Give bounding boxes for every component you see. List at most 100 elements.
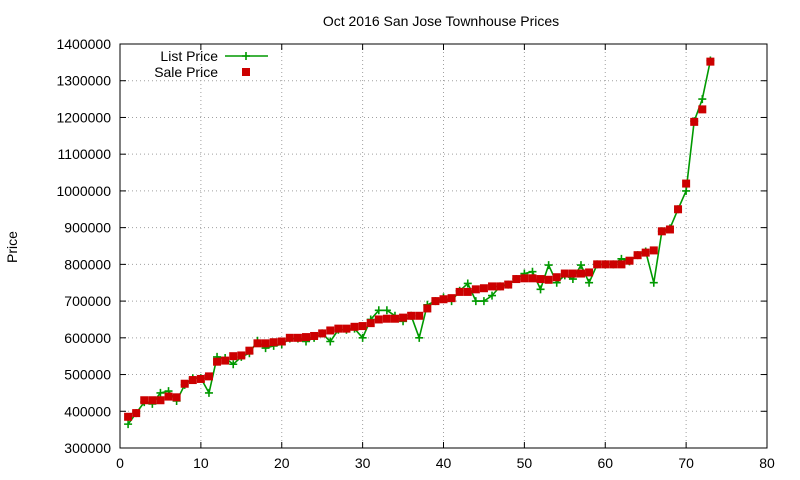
legend-marker-sale-price — [242, 68, 250, 76]
sale-price-point — [690, 117, 699, 126]
list-price-point — [585, 278, 594, 287]
sale-price-point — [399, 313, 408, 322]
sale-price-point — [649, 246, 658, 255]
y-tick-label: 1000000 — [56, 183, 111, 199]
sale-price-point — [374, 315, 383, 324]
sale-price-point — [528, 274, 537, 283]
grid — [120, 44, 767, 448]
x-tick-label: 0 — [116, 455, 124, 471]
sale-price-point — [463, 287, 472, 296]
sale-price-point — [560, 269, 569, 278]
list-price-point — [463, 279, 472, 288]
sale-price-point — [366, 319, 375, 328]
sale-price-point — [496, 282, 505, 291]
sale-price-point — [172, 393, 181, 402]
sale-price-point — [326, 326, 335, 335]
list-price-point — [156, 388, 165, 397]
sale-price-point — [706, 57, 715, 66]
sale-price-point — [431, 297, 440, 306]
list-price-point — [544, 261, 553, 270]
sale-price-point — [358, 322, 367, 331]
sale-price-point — [124, 412, 133, 421]
sale-price-point — [302, 333, 311, 342]
list-price-point — [124, 420, 133, 429]
sale-price-point — [132, 409, 141, 418]
sale-price-point — [310, 331, 319, 340]
sale-price-point — [237, 351, 246, 360]
list-price-point — [682, 186, 691, 195]
sale-price-point — [536, 275, 545, 284]
sale-price-point — [221, 356, 230, 365]
sale-price-point — [512, 275, 521, 284]
sale-price-point — [350, 322, 359, 331]
sale-price-point — [641, 248, 650, 257]
y-tick-label: 400000 — [64, 403, 111, 419]
chart-title: Oct 2016 San Jose Townhouse Prices — [323, 13, 559, 29]
legend-sample-list-price — [225, 52, 268, 60]
sale-price-point — [293, 333, 302, 342]
sale-price-point — [504, 280, 513, 289]
list-price-point — [479, 297, 488, 306]
sale-price-point — [682, 179, 691, 188]
sale-price-point — [148, 396, 157, 405]
sale-price-point — [261, 339, 270, 348]
list-price-point — [229, 360, 238, 369]
sale-price-point — [601, 260, 610, 269]
list-price-point — [471, 297, 480, 306]
list-price-point — [698, 95, 707, 104]
legend-marker-list-price — [242, 52, 250, 60]
sale-price-point — [229, 352, 238, 361]
y-tick-label: 500000 — [64, 367, 111, 383]
y-tick-label: 1100000 — [58, 146, 112, 162]
sale-price-point — [277, 337, 286, 346]
y-tick-label: 1200000 — [56, 109, 111, 125]
legend-label-list-price: List Price — [160, 48, 218, 64]
sale-price-point — [593, 260, 602, 269]
sale-price-point — [617, 260, 626, 269]
sale-price-point — [609, 260, 618, 269]
list-price-point — [382, 306, 391, 315]
list-price-point — [536, 285, 545, 294]
sale-price-point — [245, 346, 254, 355]
sale-price-point — [657, 227, 666, 236]
y-tick-label: 800000 — [64, 256, 111, 272]
sale-price-point — [269, 338, 278, 347]
sale-price-point — [164, 392, 173, 401]
sale-price-point — [415, 311, 424, 320]
sale-price-point — [585, 268, 594, 277]
sale-price-point — [140, 396, 149, 405]
sale-price-point — [156, 396, 165, 405]
sale-price-point — [455, 287, 464, 296]
sale-price-point — [520, 274, 529, 283]
sale-price-point — [382, 314, 391, 323]
x-tick-label: 40 — [436, 455, 452, 471]
data-series — [124, 56, 715, 429]
list-price-point — [576, 261, 585, 270]
sale-price-point — [439, 295, 448, 304]
sale-price-point — [423, 304, 432, 313]
y-tick-label: 300000 — [64, 440, 111, 456]
axis-ticks: 300000 400000 500000 600000 700000 800000 9000… — [56, 36, 775, 471]
y-tick-label: 600000 — [64, 330, 111, 346]
list-price-point — [415, 333, 424, 342]
sale-price-point — [488, 282, 497, 291]
sale-price-point — [334, 324, 343, 333]
sale-price-point — [204, 372, 213, 381]
list-price-line — [127, 60, 712, 425]
x-tick-label: 60 — [597, 455, 613, 471]
sale-price-point — [576, 269, 585, 278]
x-tick-label: 10 — [193, 455, 209, 471]
sale-price-point — [196, 374, 205, 383]
x-tick-label: 20 — [274, 455, 290, 471]
sale-price-point — [447, 294, 456, 303]
y-axis-label: Price — [4, 231, 20, 263]
x-tick-label: 50 — [517, 455, 533, 471]
list-price-point — [488, 291, 497, 300]
sale-price-point — [188, 376, 197, 385]
x-tick-label: 70 — [678, 455, 694, 471]
sale-price-point — [253, 339, 262, 348]
sale-price-point — [552, 273, 561, 282]
sale-price-point — [390, 314, 399, 323]
y-tick-label: 1300000 — [56, 73, 111, 89]
x-tick-label: 80 — [759, 455, 775, 471]
